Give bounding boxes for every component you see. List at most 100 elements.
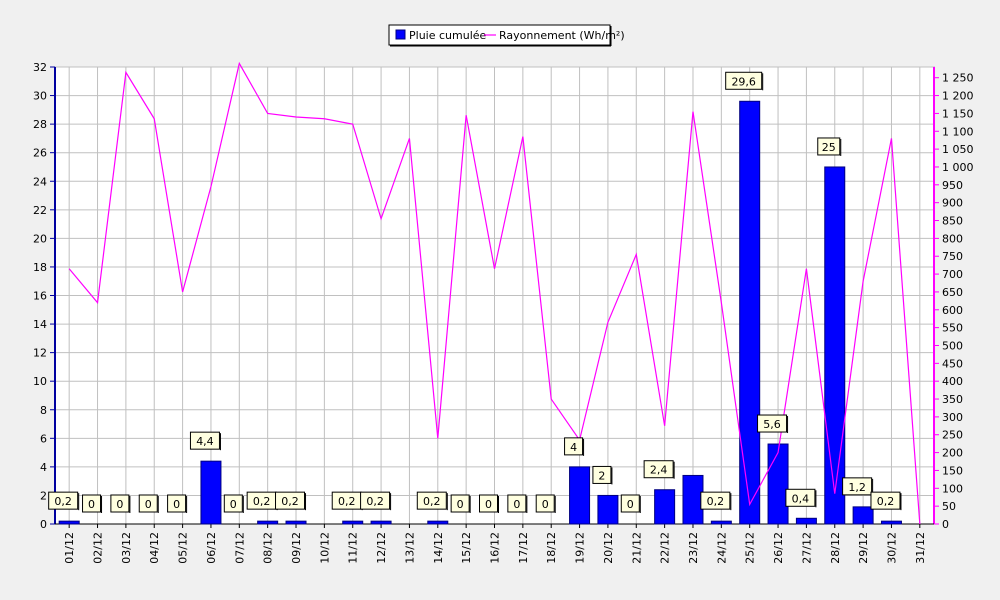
data-label: 0,2 <box>360 491 392 511</box>
bar <box>739 100 761 525</box>
data-label: 0 <box>138 494 159 513</box>
y-right-tick-label: 950 <box>942 179 963 192</box>
y-right-tick-label: 450 <box>942 357 963 370</box>
bar <box>795 517 817 525</box>
data-label-box <box>842 477 873 496</box>
y-right-tick-label: 700 <box>942 268 963 281</box>
y-right-tick-label: 350 <box>942 393 963 406</box>
data-label-box <box>725 71 763 90</box>
x-tick-label: 01/12 <box>63 532 76 564</box>
legend: Pluie cumulée Rayonnement (Wh/m²) <box>388 24 625 47</box>
data-label: 1,2 <box>842 477 874 496</box>
y-right-tick-label: 600 <box>942 304 963 317</box>
data-label-text: 2,4 <box>650 464 668 477</box>
x-tick-label: 17/12 <box>517 532 530 564</box>
y-left-tick-label: 22 <box>33 204 47 217</box>
data-label-text: 0 <box>145 498 152 511</box>
x-tick-label: 11/12 <box>347 532 360 564</box>
y-right-tick-label: 850 <box>942 215 963 228</box>
x-tick-label: 27/12 <box>800 532 813 564</box>
y-left-tick-label: 32 <box>33 61 47 74</box>
legend-box <box>388 24 611 46</box>
data-label-text: 0,2 <box>423 495 441 508</box>
x-tick-label: 18/12 <box>545 532 558 564</box>
x-tick-label: 08/12 <box>262 532 275 564</box>
bar <box>285 520 307 525</box>
data-label-text: 0,2 <box>338 495 356 508</box>
x-tick-label: 24/12 <box>715 532 728 564</box>
data-label-text: 0,2 <box>253 495 271 508</box>
x-tick-label: 28/12 <box>829 532 842 564</box>
y-right-tick-label: 1 100 <box>942 125 974 138</box>
y-left-tick-label: 14 <box>33 318 47 331</box>
data-label-text: 0 <box>173 498 180 511</box>
y-right-tick-label: 750 <box>942 250 963 263</box>
data-label-text: 0,2 <box>707 495 725 508</box>
data-label-text: 29,6 <box>731 75 756 88</box>
data-label-text: 0 <box>485 498 492 511</box>
y-left-tick-label: 4 <box>40 461 47 474</box>
y-left-tick-label: 0 <box>40 518 47 531</box>
x-tick-label: 21/12 <box>630 532 643 564</box>
data-label: 25 <box>817 137 842 156</box>
bar <box>767 443 789 525</box>
x-tick-label: 09/12 <box>290 532 303 564</box>
data-label: 0,2 <box>870 491 902 511</box>
data-label: 0 <box>535 494 556 513</box>
bar <box>257 520 279 525</box>
data-label-box <box>48 491 79 510</box>
y-right-tick-label: 150 <box>942 464 963 477</box>
bar <box>824 166 846 525</box>
data-label-text: 2 <box>598 469 605 482</box>
y-left-tick-label: 26 <box>33 147 47 160</box>
bar <box>427 520 449 525</box>
x-tick-label: 10/12 <box>318 532 331 564</box>
y-right-tick-label: 50 <box>942 500 956 513</box>
x-tick-label: 22/12 <box>659 532 672 564</box>
x-tick-label: 20/12 <box>602 532 615 564</box>
y-right-tick-label: 1 150 <box>942 107 974 120</box>
data-label-text: 0 <box>116 498 123 511</box>
y-right-tick-label: 800 <box>942 232 963 245</box>
y-right-tick-label: 1 000 <box>942 161 974 174</box>
legend-swatch-bar <box>395 29 406 40</box>
y-right-tick-label: 250 <box>942 429 963 442</box>
data-label: 2 <box>592 465 613 485</box>
data-label-box <box>757 414 788 433</box>
data-label-box <box>275 491 306 510</box>
data-label-text: 0,2 <box>54 495 72 508</box>
data-label-box <box>189 431 220 450</box>
data-label: 0,2 <box>416 491 448 511</box>
y-left-tick-label: 10 <box>33 375 47 388</box>
y-left-tick-label: 24 <box>33 175 47 188</box>
data-label-text: 0 <box>627 498 634 511</box>
data-label: 0,2 <box>275 491 307 511</box>
y-right-tick-label: 400 <box>942 375 963 388</box>
data-label-box <box>82 494 102 513</box>
data-label-box <box>785 488 816 507</box>
data-label-box <box>360 491 391 510</box>
data-label-text: 4 <box>570 441 577 454</box>
y-left-tick-label: 2 <box>40 489 47 502</box>
data-label: 0 <box>620 494 641 513</box>
y-right-tick-label: 1 200 <box>942 90 974 103</box>
data-label-box <box>592 465 612 484</box>
y-right-tick-label: 200 <box>942 447 963 460</box>
data-label: 0,2 <box>700 491 732 511</box>
y-left-tick-label: 8 <box>40 404 47 417</box>
x-tick-label: 05/12 <box>177 532 190 564</box>
x-tick-label: 23/12 <box>687 532 700 564</box>
data-label: 0 <box>82 494 103 513</box>
data-label-box <box>507 494 527 513</box>
legend-label-pluie: Pluie cumulée <box>409 29 487 42</box>
x-tick-label: 14/12 <box>432 532 445 564</box>
x-tick-label: 03/12 <box>120 532 133 564</box>
bar <box>682 474 704 525</box>
data-label-text: 1,2 <box>848 481 866 494</box>
data-label: 2,4 <box>643 460 675 479</box>
y-left-tick-label: 20 <box>33 232 47 245</box>
data-label: 0,2 <box>331 491 363 511</box>
x-tick-label: 30/12 <box>885 532 898 564</box>
bar <box>852 506 874 525</box>
x-tick-label: 19/12 <box>574 532 587 564</box>
